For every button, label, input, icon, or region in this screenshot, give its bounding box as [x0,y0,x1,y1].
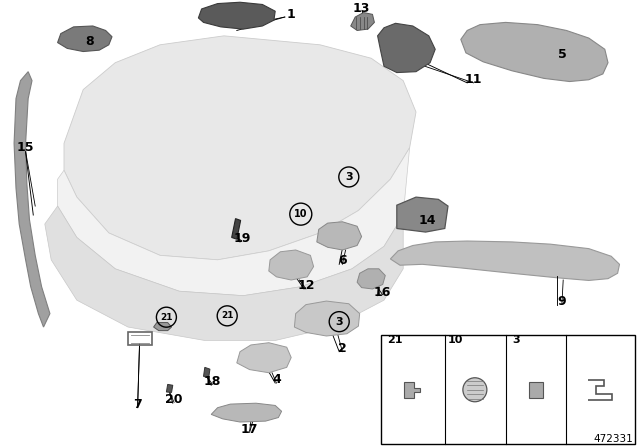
Polygon shape [58,148,410,296]
Text: 17: 17 [241,422,259,436]
Polygon shape [269,250,314,280]
Polygon shape [378,23,435,73]
Circle shape [463,378,487,402]
Text: 3: 3 [513,335,520,345]
Text: 10: 10 [448,335,463,345]
Polygon shape [154,323,172,331]
Polygon shape [198,2,275,29]
Polygon shape [294,301,360,336]
Polygon shape [317,222,362,250]
Text: 21: 21 [387,335,403,345]
Polygon shape [237,343,291,373]
Text: 472331: 472331 [594,435,634,444]
Polygon shape [390,241,620,280]
Polygon shape [64,36,416,260]
Text: 3: 3 [345,172,353,182]
Polygon shape [45,206,403,340]
Text: 8: 8 [85,34,94,48]
Text: 5: 5 [557,48,566,61]
Text: 21: 21 [160,313,173,322]
Text: 9: 9 [557,294,566,308]
Polygon shape [397,197,448,232]
Text: 18: 18 [204,375,221,388]
Text: 21: 21 [221,311,234,320]
Polygon shape [357,269,385,289]
Text: 1: 1 [287,8,296,21]
Polygon shape [232,219,241,239]
Text: 10: 10 [294,209,308,219]
Text: 2: 2 [338,342,347,355]
Text: 6: 6 [338,254,347,267]
Text: 16: 16 [374,285,392,299]
Bar [529,382,543,398]
Text: 12: 12 [297,279,315,293]
Polygon shape [211,403,282,422]
Polygon shape [166,384,173,392]
Text: 11: 11 [465,73,483,86]
Text: 13: 13 [353,1,371,15]
Text: 4: 4 [272,373,281,387]
Bar [381,335,635,444]
Text: 20: 20 [165,393,183,406]
Text: 15: 15 [17,141,35,155]
Polygon shape [204,367,210,378]
Polygon shape [14,72,50,327]
Polygon shape [404,382,420,398]
Polygon shape [461,22,608,82]
Polygon shape [58,26,112,52]
Text: 19: 19 [233,232,251,245]
Polygon shape [351,13,374,30]
Text: 3: 3 [335,317,343,327]
Text: 14: 14 [419,214,436,228]
Text: 7: 7 [133,397,142,411]
